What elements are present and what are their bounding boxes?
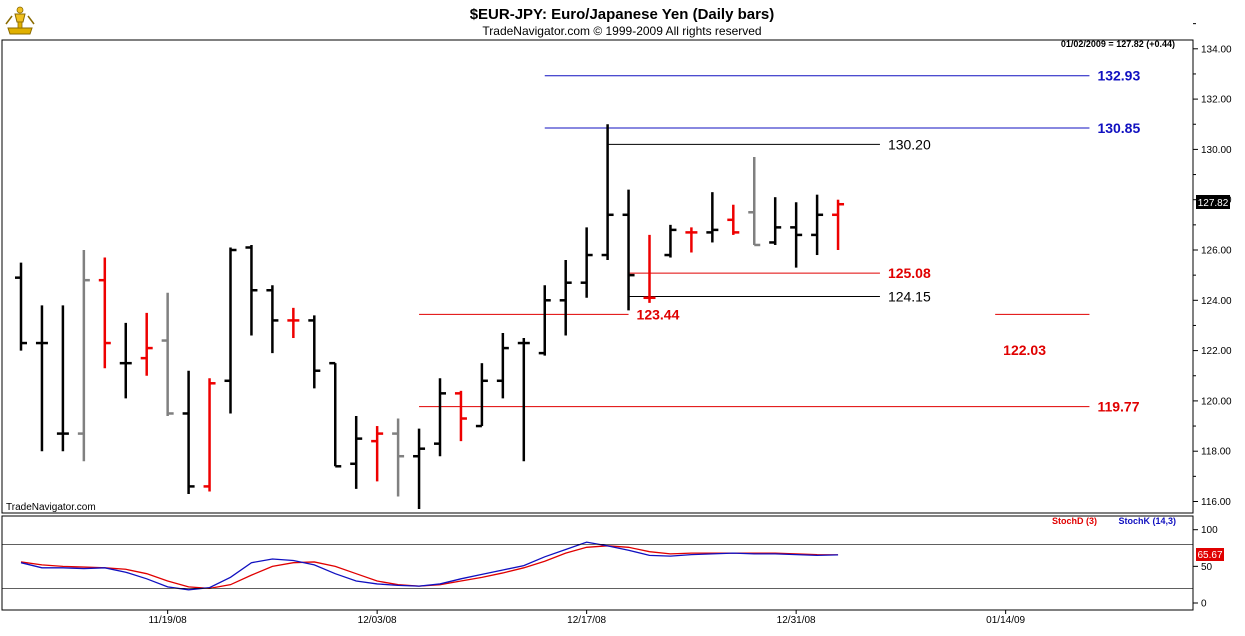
level-label: 130.20 — [888, 136, 931, 152]
stochk-label: StochK (14,3) — [1118, 516, 1176, 526]
level-label: 123.44 — [637, 306, 680, 322]
level-label: 124.15 — [888, 289, 931, 305]
stoch-tick-label: 0 — [1201, 599, 1207, 610]
price-tick-label: 122.00 — [1201, 346, 1232, 357]
level-label: 125.08 — [888, 265, 931, 281]
price-tick-label: 118.00 — [1201, 447, 1231, 458]
stoch-tick-label: 50 — [1201, 562, 1213, 573]
last-stoch-box — [1196, 548, 1224, 561]
main-panel-border — [1, 39, 1194, 514]
chart-frame — [1, 39, 1194, 611]
last-price-label: 127.82 — [1198, 198, 1229, 209]
stoch-line — [20, 541, 839, 591]
level-label: 122.03 — [1003, 342, 1046, 358]
price-tick-label: 130.00 — [1201, 145, 1232, 156]
stoch-panel-border — [1, 515, 1194, 611]
last-stoch-label: 65.67 — [1197, 550, 1222, 561]
status-line: 01/02/2009 = 127.82 (+0.44) — [1061, 39, 1175, 49]
price-bars — [15, 124, 845, 510]
price-tick-label: 116.00 — [1201, 497, 1231, 508]
chart-title: $EUR-JPY: Euro/Japanese Yen (Daily bars) — [470, 6, 775, 23]
trophy-logo-icon — [5, 6, 35, 35]
stoch-tick-label: 100 — [1201, 525, 1218, 536]
date-tick-label: 11/19/08 — [149, 615, 188, 626]
date-tick-label: 01/14/09 — [986, 615, 1025, 626]
stochastic-panel — [20, 541, 839, 591]
date-tick-label: 12/03/08 — [358, 615, 397, 626]
stochd-label: StochD (3) — [1052, 516, 1097, 526]
price-tick-label: 120.00 — [1201, 396, 1232, 407]
watermark: TradeNavigator.com — [6, 502, 96, 513]
price-tick-label: 124.00 — [1201, 296, 1232, 307]
price-tick-label: 132.00 — [1201, 95, 1232, 106]
level-lines: 132.93 130.85 130.20 125.08 124.15 123.44 122.… — [419, 68, 1140, 415]
date-tick-label: 12/31/08 — [777, 615, 816, 626]
date-tick-label: 12/17/08 — [567, 615, 606, 626]
date-axis: 11/19/08 12/03/08 12/17/08 12/31/08 01/14/09 — [149, 610, 1026, 626]
level-label: 130.85 — [1097, 120, 1140, 136]
price-tick-label: 134.00 — [1201, 44, 1232, 55]
last-price-box — [1196, 195, 1230, 209]
level-label: 132.93 — [1097, 68, 1140, 84]
price-tick-label: 126.00 — [1201, 246, 1232, 257]
level-label: 119.77 — [1097, 399, 1139, 415]
chart-subtitle: TradeNavigator.com © 1999-2009 All right… — [482, 24, 761, 38]
